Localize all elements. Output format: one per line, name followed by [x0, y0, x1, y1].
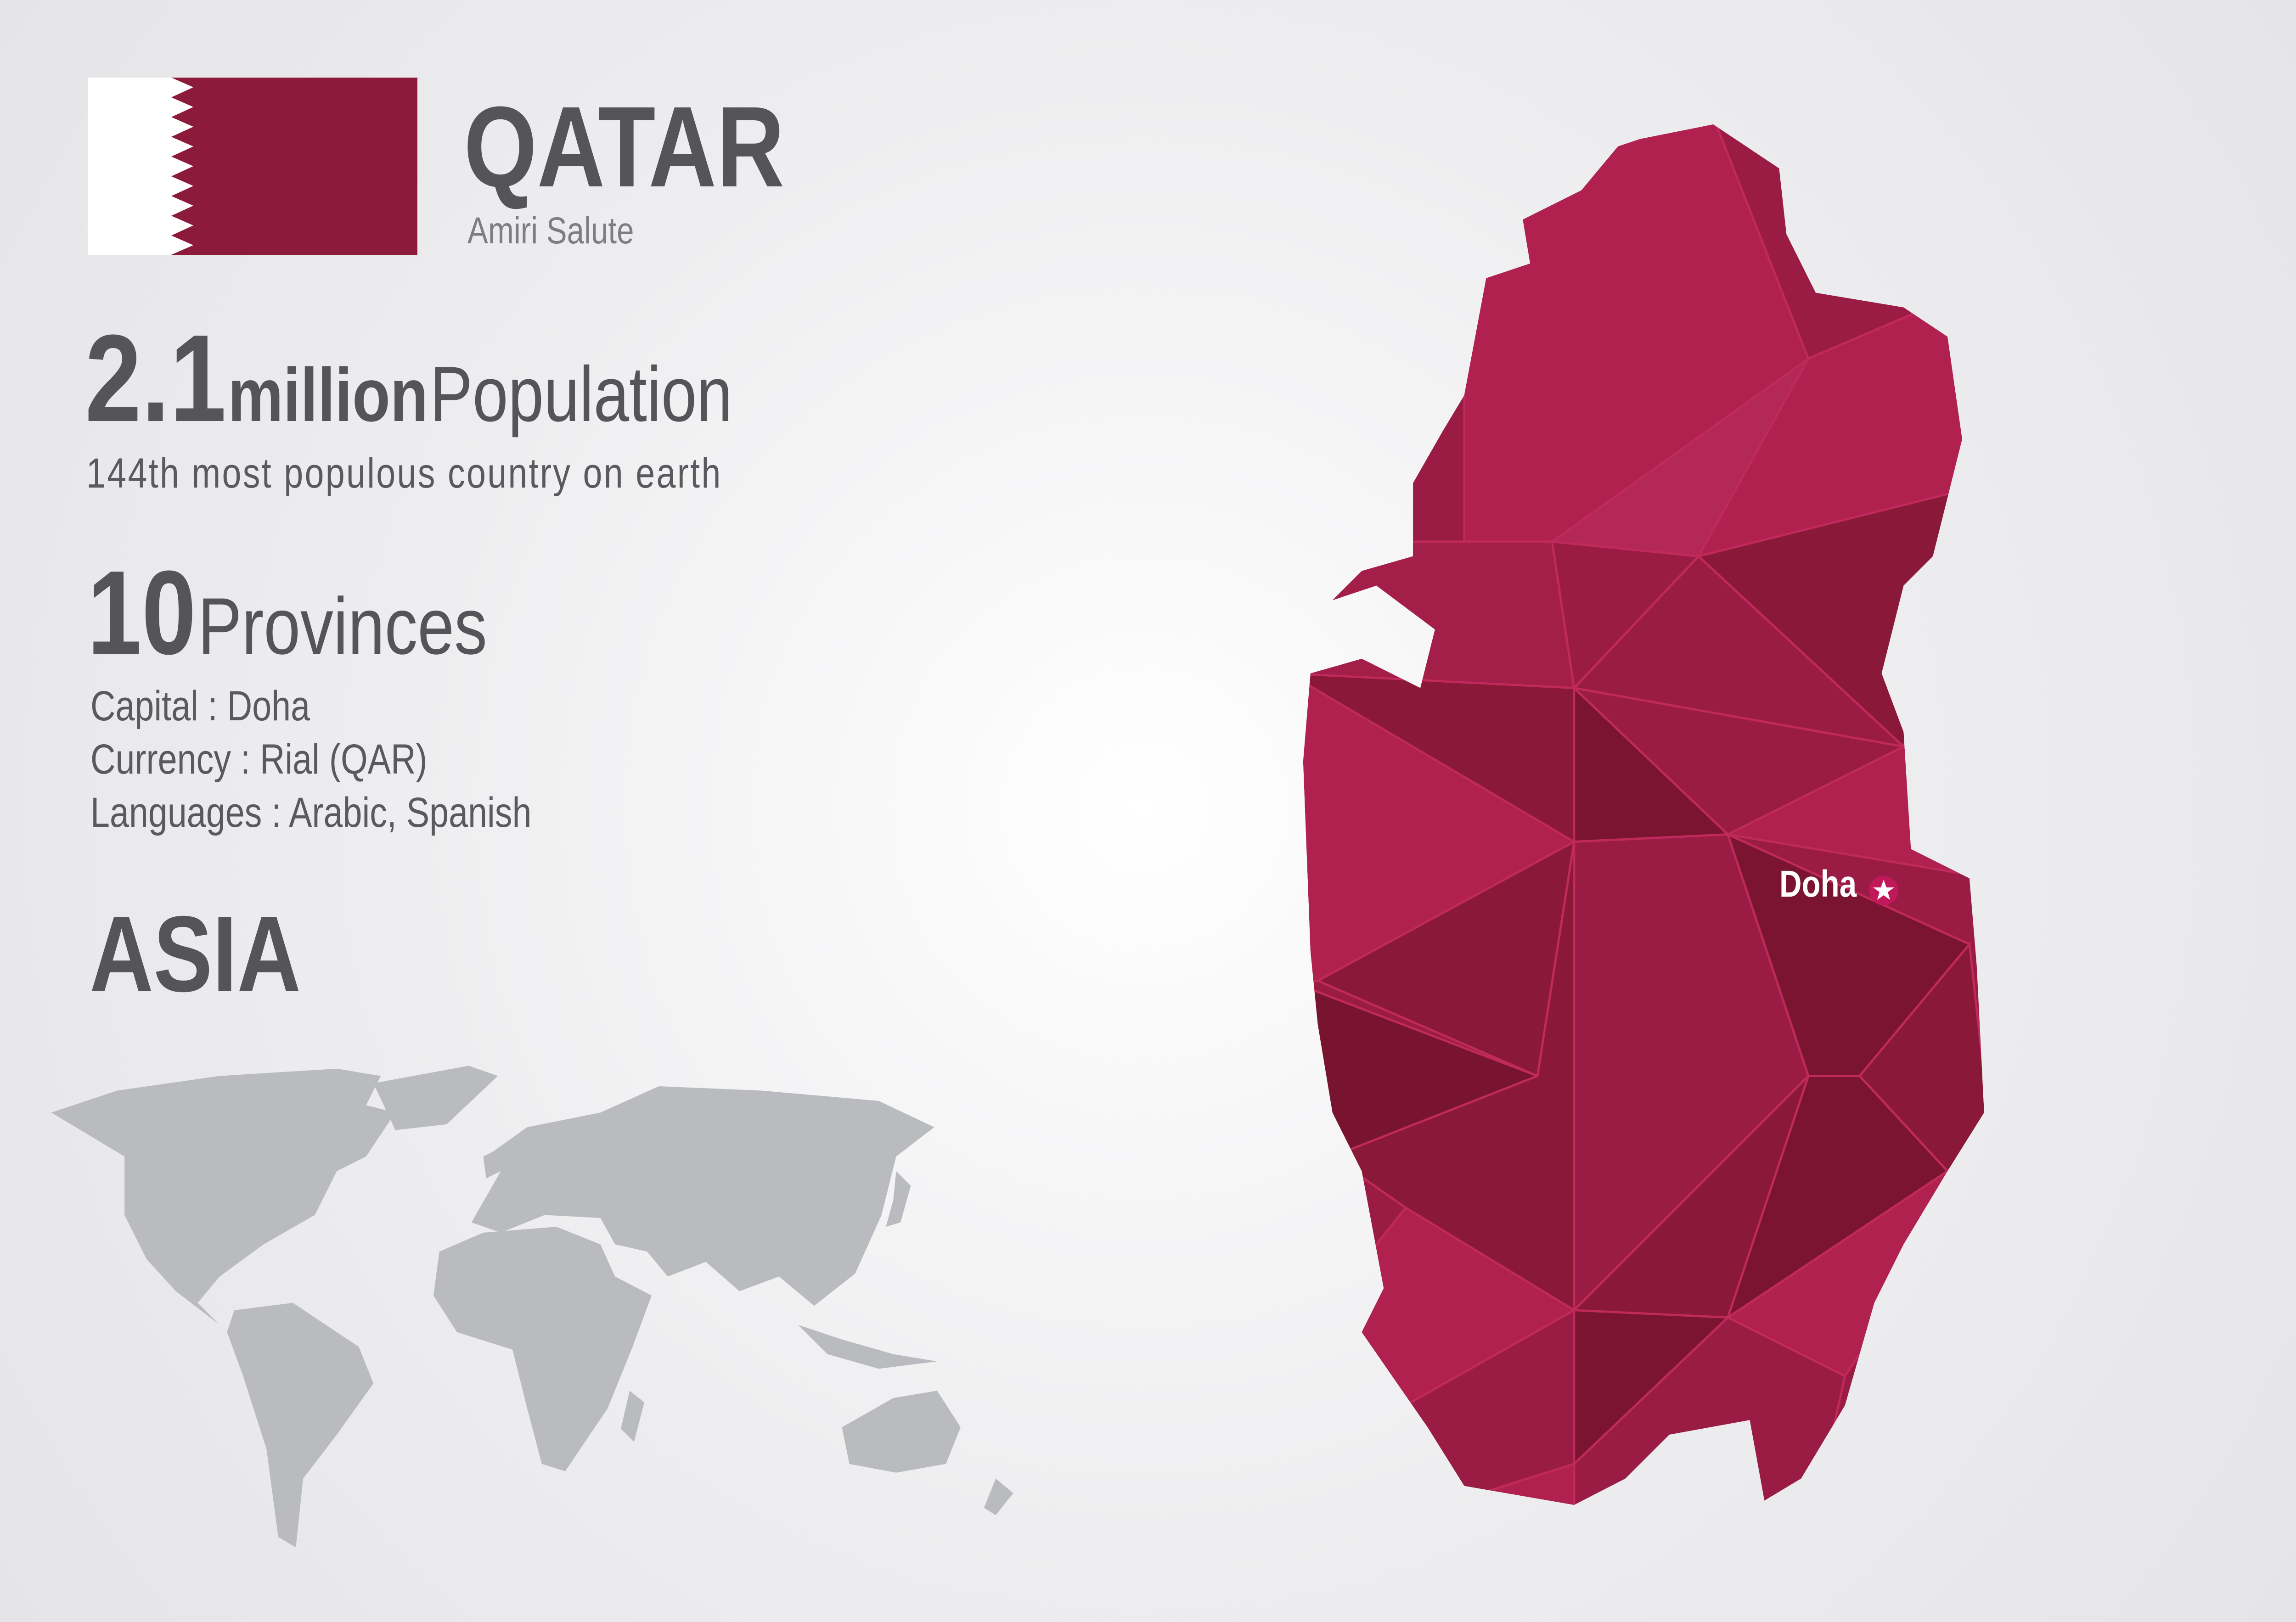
madagascar — [621, 1391, 645, 1442]
greenland — [373, 1066, 498, 1130]
capital-label: Doha — [1779, 863, 1857, 905]
uk — [483, 1149, 501, 1179]
anthem-name: Amiri Salute — [467, 210, 634, 252]
population-value: 2.1 — [85, 309, 226, 448]
fact-capital: Capital : Doha — [90, 683, 310, 730]
fact-languages: Languages : Arabic, Spanish — [90, 789, 532, 836]
japan — [886, 1171, 911, 1227]
australia — [842, 1391, 961, 1473]
north-america — [51, 1068, 396, 1325]
fact-currency: Currency : Rial (QAR) — [90, 736, 428, 783]
indonesia — [798, 1325, 937, 1369]
new-zealand — [984, 1478, 1013, 1515]
country-title: QATAR — [464, 83, 785, 211]
provinces-label: Provinces — [197, 582, 487, 671]
population-rank: 144th most populous country on earth — [86, 450, 722, 497]
population-unit: million — [228, 353, 428, 437]
provinces-value: 10 — [87, 546, 197, 679]
africa — [433, 1227, 652, 1471]
population-label: Population — [430, 351, 732, 438]
population-stat: 2.1 million Population — [85, 317, 874, 441]
south-america — [227, 1302, 374, 1548]
continent-label: ASIA — [90, 893, 301, 1014]
eurasia — [471, 1086, 934, 1306]
provinces-stat: 10 Provinces — [87, 553, 575, 673]
